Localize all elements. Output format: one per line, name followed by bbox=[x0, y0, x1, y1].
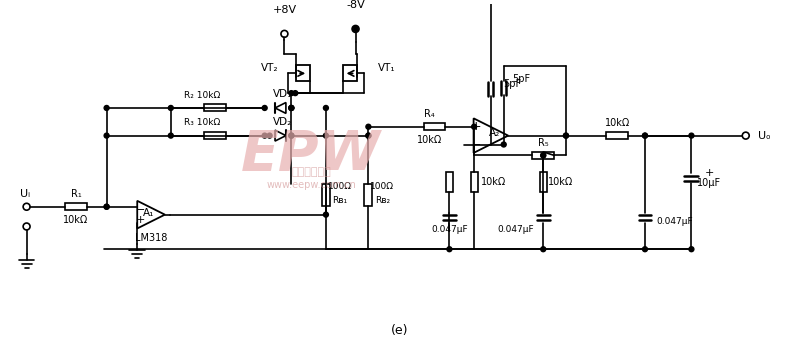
Text: A₁: A₁ bbox=[143, 208, 154, 218]
Text: R₂ 10kΩ: R₂ 10kΩ bbox=[184, 90, 221, 100]
Circle shape bbox=[289, 91, 294, 96]
Circle shape bbox=[293, 91, 298, 96]
Bar bbox=[446, 172, 453, 192]
Bar bbox=[606, 132, 628, 139]
Text: +: + bbox=[705, 168, 714, 178]
Circle shape bbox=[353, 26, 358, 31]
Circle shape bbox=[366, 133, 371, 138]
Text: −: − bbox=[471, 140, 481, 150]
Text: 10kΩ: 10kΩ bbox=[417, 135, 442, 144]
Text: +: + bbox=[470, 120, 482, 133]
Bar bbox=[470, 172, 478, 192]
Text: VD₁: VD₁ bbox=[273, 89, 292, 99]
Text: R₅: R₅ bbox=[538, 137, 549, 148]
Circle shape bbox=[262, 133, 267, 138]
Bar bbox=[205, 104, 226, 111]
Text: 100Ω: 100Ω bbox=[328, 182, 352, 191]
Circle shape bbox=[447, 247, 452, 252]
Circle shape bbox=[289, 105, 294, 110]
Bar bbox=[424, 123, 446, 130]
Bar bbox=[205, 132, 226, 139]
Text: EPW: EPW bbox=[242, 128, 381, 182]
Text: 0.047μF: 0.047μF bbox=[431, 225, 468, 234]
Text: VD₂: VD₂ bbox=[273, 117, 292, 127]
Text: (e): (e) bbox=[391, 324, 409, 337]
Circle shape bbox=[642, 247, 647, 252]
Polygon shape bbox=[275, 103, 286, 113]
Text: Uᵢ: Uᵢ bbox=[19, 189, 30, 199]
Circle shape bbox=[267, 133, 272, 138]
Circle shape bbox=[642, 133, 647, 138]
Circle shape bbox=[366, 133, 371, 138]
Circle shape bbox=[642, 133, 647, 138]
Text: 10kΩ: 10kΩ bbox=[482, 177, 506, 187]
Circle shape bbox=[104, 204, 109, 209]
Circle shape bbox=[689, 133, 694, 138]
Circle shape bbox=[323, 133, 328, 138]
Bar bbox=[65, 203, 87, 210]
Text: +: + bbox=[135, 215, 145, 224]
Text: 10μF: 10μF bbox=[697, 178, 722, 188]
Text: −: − bbox=[135, 205, 145, 215]
Circle shape bbox=[366, 124, 371, 129]
Text: 0.047μF: 0.047μF bbox=[498, 225, 534, 234]
Bar bbox=[540, 172, 546, 192]
Circle shape bbox=[168, 105, 174, 110]
Text: VT₁: VT₁ bbox=[378, 63, 396, 73]
Circle shape bbox=[262, 105, 267, 110]
Text: 5pF: 5pF bbox=[503, 79, 522, 89]
Circle shape bbox=[689, 247, 694, 252]
Circle shape bbox=[168, 133, 174, 138]
Text: 10kΩ: 10kΩ bbox=[605, 118, 630, 128]
Bar bbox=[365, 184, 372, 206]
Text: 100Ω: 100Ω bbox=[370, 182, 394, 191]
Text: LM318: LM318 bbox=[135, 234, 167, 243]
Text: +8V: +8V bbox=[272, 5, 297, 15]
Bar bbox=[296, 65, 310, 81]
Text: 电子产品世界: 电子产品世界 bbox=[291, 167, 331, 177]
Circle shape bbox=[541, 153, 546, 158]
Circle shape bbox=[323, 212, 328, 217]
Text: 5pF: 5pF bbox=[513, 74, 530, 84]
Text: R₃ 10kΩ: R₃ 10kΩ bbox=[184, 118, 221, 127]
Text: A₂: A₂ bbox=[490, 128, 501, 138]
Bar bbox=[342, 65, 357, 81]
Circle shape bbox=[104, 133, 109, 138]
Text: VT₂: VT₂ bbox=[261, 63, 278, 73]
Text: 0.047μF: 0.047μF bbox=[656, 217, 693, 226]
Bar bbox=[532, 152, 554, 159]
Circle shape bbox=[472, 124, 477, 129]
Circle shape bbox=[323, 105, 328, 110]
Polygon shape bbox=[275, 130, 286, 141]
Text: Rʙ₁: Rʙ₁ bbox=[332, 196, 347, 205]
Text: -8V: -8V bbox=[346, 0, 365, 10]
Text: Rʙ₂: Rʙ₂ bbox=[374, 196, 390, 205]
Bar bbox=[322, 184, 330, 206]
Circle shape bbox=[541, 247, 546, 252]
Circle shape bbox=[289, 133, 294, 138]
Text: R₁: R₁ bbox=[70, 189, 82, 199]
Circle shape bbox=[104, 105, 109, 110]
Circle shape bbox=[104, 204, 109, 209]
Circle shape bbox=[563, 133, 569, 138]
Circle shape bbox=[563, 133, 569, 138]
Circle shape bbox=[289, 105, 294, 110]
Text: Uₒ: Uₒ bbox=[758, 130, 770, 141]
Text: 10kΩ: 10kΩ bbox=[63, 215, 89, 224]
Circle shape bbox=[289, 133, 294, 138]
Text: www.eepw.com.cn: www.eepw.com.cn bbox=[266, 180, 356, 190]
Text: 10kΩ: 10kΩ bbox=[548, 177, 574, 187]
Circle shape bbox=[289, 105, 294, 110]
Circle shape bbox=[541, 153, 546, 158]
Circle shape bbox=[502, 142, 506, 147]
Text: R₄: R₄ bbox=[424, 109, 435, 119]
